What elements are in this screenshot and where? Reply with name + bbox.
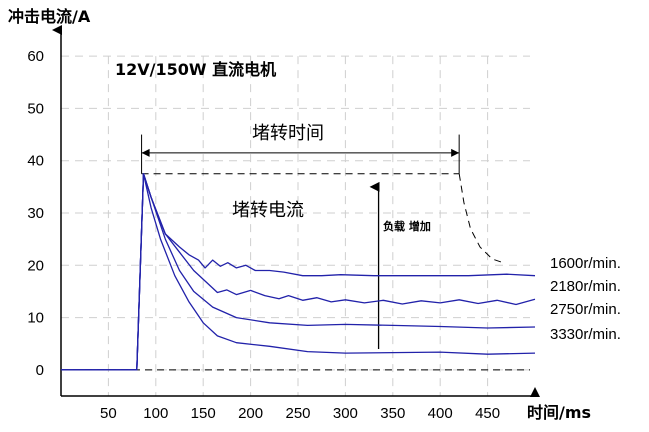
x-tick-label: 100 xyxy=(143,405,168,422)
series-label: 1600r/min. xyxy=(550,255,621,272)
y-tick-label: 50 xyxy=(27,100,44,117)
series-label: 3330r/min. xyxy=(550,326,621,343)
axes xyxy=(52,25,540,397)
y-tick-label: 40 xyxy=(27,153,44,170)
x-axis-label: 时间/ms xyxy=(527,403,591,422)
grid xyxy=(61,55,530,396)
series-line xyxy=(61,173,536,371)
stall-time-arrow-right xyxy=(451,148,460,157)
tick-labels: 0 10 20 30 40 50 60 50 100 150 200 250 300 350 400 450 xyxy=(27,48,500,422)
y-tick-label: 10 xyxy=(27,310,44,327)
stall-time-annotation: 堵转时间 xyxy=(252,123,324,144)
series-lines xyxy=(61,173,536,371)
series-label: 2750r/min. xyxy=(550,301,621,318)
series-label: 2180r/min. xyxy=(550,278,621,295)
stall-time-arrow-left xyxy=(141,148,150,157)
y-tick-label: 0 xyxy=(36,362,44,379)
chart-title: 12V/150W 直流电机 xyxy=(115,60,276,79)
stall-current-annotation: 堵转电流 xyxy=(232,200,304,221)
y-tick-label: 30 xyxy=(27,205,44,222)
x-tick-label: 50 xyxy=(100,405,117,422)
x-tick-label: 200 xyxy=(238,405,263,422)
stall-decay-curve xyxy=(458,173,505,264)
load-increase-annotation: 负载 增加 xyxy=(383,219,431,233)
y-tick-label: 60 xyxy=(27,48,44,65)
series-line xyxy=(61,173,536,371)
y-axis-label: 冲击电流/A xyxy=(8,7,91,26)
y-tick-label: 20 xyxy=(27,257,44,274)
x-tick-label: 300 xyxy=(333,405,358,422)
series-line xyxy=(61,173,536,371)
x-tick-label: 250 xyxy=(285,405,310,422)
x-tick-label: 150 xyxy=(191,405,216,422)
x-tick-label: 350 xyxy=(380,405,405,422)
stall-guides xyxy=(61,134,530,371)
x-tick-label: 450 xyxy=(475,405,500,422)
x-tick-label: 400 xyxy=(428,405,453,422)
